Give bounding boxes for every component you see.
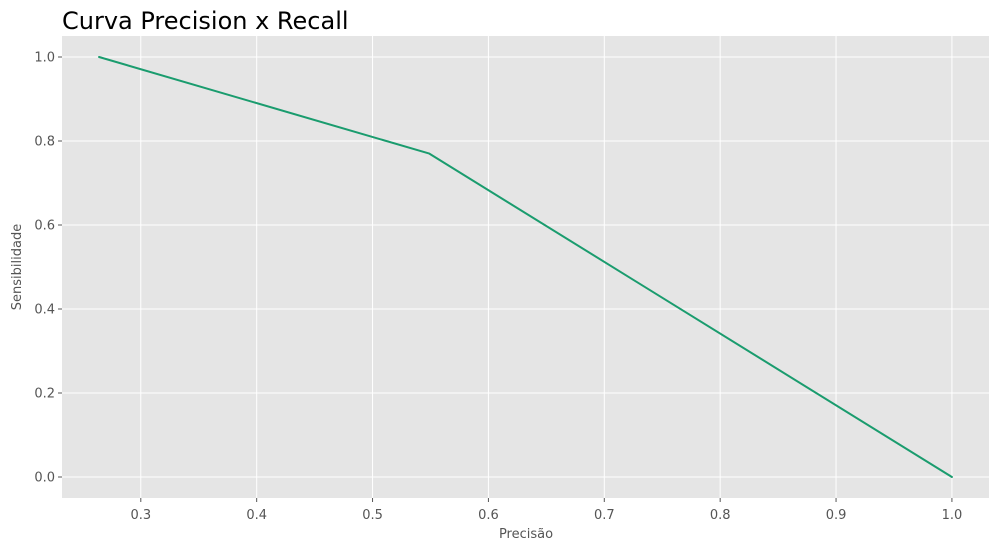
y-tick-label: 0.2 bbox=[34, 387, 55, 402]
x-axis-ticks: 0.3 0.4 0.5 0.6 0.7 0.8 0.9 1.0 bbox=[130, 498, 962, 523]
x-tick-label: 0.6 bbox=[478, 508, 499, 523]
chart-title: Curva Precision x Recall bbox=[62, 7, 349, 35]
x-tick-label: 0.7 bbox=[594, 508, 615, 523]
precision-recall-line bbox=[98, 56, 953, 478]
x-tick-label: 0.5 bbox=[362, 508, 383, 523]
y-tick-label: 0.4 bbox=[34, 303, 55, 318]
x-tick-label: 0.4 bbox=[246, 508, 267, 523]
y-tick-label: 0.6 bbox=[34, 219, 55, 234]
x-tick-label: 0.9 bbox=[826, 508, 847, 523]
series-layer bbox=[98, 56, 953, 478]
x-tick-label: 0.3 bbox=[130, 508, 151, 523]
y-axis-ticks: 0.0 0.2 0.4 0.6 0.8 1.0 bbox=[34, 51, 62, 486]
x-tick-label: 0.8 bbox=[710, 508, 731, 523]
x-axis-label: Precisão bbox=[499, 527, 553, 542]
grid-lines bbox=[62, 36, 989, 498]
y-tick-label: 0.0 bbox=[34, 471, 55, 486]
plot-area bbox=[62, 36, 989, 498]
y-axis-label: Sensibilidade bbox=[10, 224, 25, 310]
y-tick-label: 1.0 bbox=[34, 51, 55, 66]
x-tick-label: 1.0 bbox=[942, 508, 963, 523]
y-tick-label: 0.8 bbox=[34, 135, 55, 150]
